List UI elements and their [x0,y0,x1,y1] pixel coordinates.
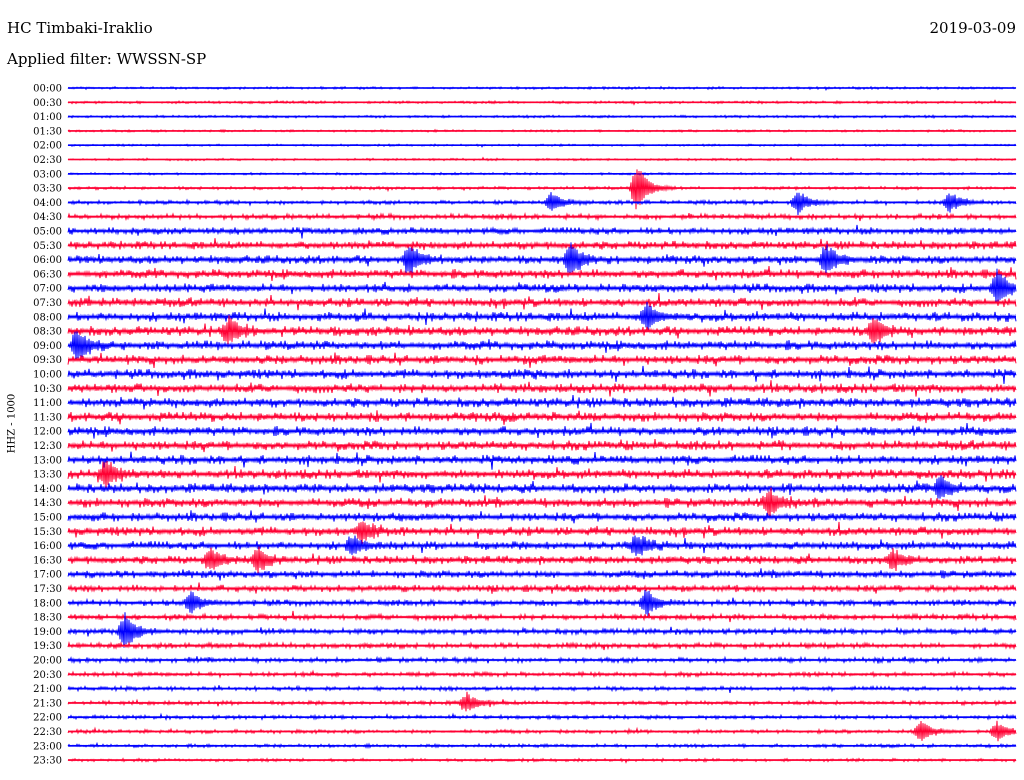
trace-1730 [67,582,1017,594]
trace-0930 [67,352,1017,369]
time-label-1100: 11:00 [33,398,62,409]
time-label-1400: 14:00 [33,484,62,495]
time-label-0100: 01:00 [33,112,62,123]
time-label-0730: 07:30 [33,298,62,309]
trace-1430 [67,487,1017,519]
time-labels: 00:00 00:30 01:00 01:30 02:00 02:30 03:00 03:30… [33,84,62,767]
time-label-1530: 15:30 [33,527,62,538]
time-label-1830: 18:30 [33,613,62,624]
trace-1530 [67,521,1017,545]
time-label-0400: 04:00 [33,198,62,209]
time-label-1700: 17:00 [33,570,62,581]
time-label-1130: 11:30 [33,412,62,423]
time-label-2300: 23:00 [33,741,62,752]
trace-1600 [67,535,1017,556]
time-label-2000: 20:00 [33,656,62,667]
time-label-0500: 05:00 [33,227,62,238]
time-label-0030: 00:30 [33,98,62,109]
time-label-1730: 17:30 [33,584,62,595]
trace-1000 [67,365,1017,384]
filter-label: Applied filter: WWSSN-SP [7,50,207,68]
trace-1630 [67,546,1017,574]
trace-1030 [67,380,1017,397]
time-label-1200: 12:00 [33,427,62,438]
time-label-0330: 03:30 [33,184,62,195]
trace-0830 [67,315,1017,345]
time-label-2230: 22:30 [33,727,62,738]
time-label-0800: 08:00 [33,312,62,323]
time-label-1030: 10:30 [33,384,62,395]
trace-1130 [67,410,1017,425]
time-label-1900: 19:00 [33,627,62,638]
plot-date: 2019-03-09 [929,19,1016,37]
time-label-0930: 09:30 [33,355,62,366]
time-label-0230: 02:30 [33,155,62,166]
traces [67,85,1017,764]
trace-1800 [67,589,1017,617]
time-label-0000: 00:00 [33,84,62,95]
trace-0600 [67,242,1017,275]
time-label-1430: 14:30 [33,498,62,509]
time-label-0430: 04:30 [33,212,62,223]
time-label-1000: 10:00 [33,370,62,381]
trace-0530 [67,238,1017,252]
time-label-0130: 01:30 [33,126,62,137]
time-label-1600: 16:00 [33,541,62,552]
time-label-0900: 09:00 [33,341,62,352]
time-label-2200: 22:00 [33,713,62,724]
time-label-2130: 21:30 [33,698,62,709]
time-label-1630: 16:30 [33,555,62,566]
time-label-0530: 05:30 [33,241,62,252]
trace-0730 [67,293,1017,311]
time-label-0700: 07:00 [33,284,62,295]
time-label-0630: 06:30 [33,269,62,280]
trace-1300 [67,451,1017,470]
time-label-1230: 12:30 [33,441,62,452]
time-label-0200: 02:00 [33,141,62,152]
trace-0700 [67,268,1017,303]
time-label-0300: 03:00 [33,169,62,180]
time-label-1930: 19:30 [33,641,62,652]
station-title: HC Timbaki-Iraklio [7,19,153,37]
time-label-1500: 15:00 [33,513,62,524]
trace-1500 [67,510,1017,524]
trace-1400 [67,475,1017,499]
trace-1200 [67,422,1017,439]
trace-0400 [67,192,1017,216]
time-label-1800: 18:00 [33,598,62,609]
time-label-1330: 13:30 [33,470,62,481]
time-label-2100: 21:00 [33,684,62,695]
trace-1700 [67,568,1017,581]
trace-1330 [67,460,1017,488]
trace-0900 [67,331,1017,360]
trace-0500 [67,224,1017,239]
time-label-2030: 20:30 [33,670,62,681]
trace-1100 [67,395,1017,410]
time-label-0830: 08:30 [33,327,62,338]
trace-0800 [67,301,1017,333]
time-label-1300: 13:00 [33,455,62,466]
trace-1230 [67,439,1017,453]
trace-0000 [67,85,1017,91]
trace-2130 [67,691,1017,712]
time-label-2330: 23:30 [33,756,62,767]
trace-0630 [67,265,1017,281]
time-label-0600: 06:00 [33,255,62,266]
